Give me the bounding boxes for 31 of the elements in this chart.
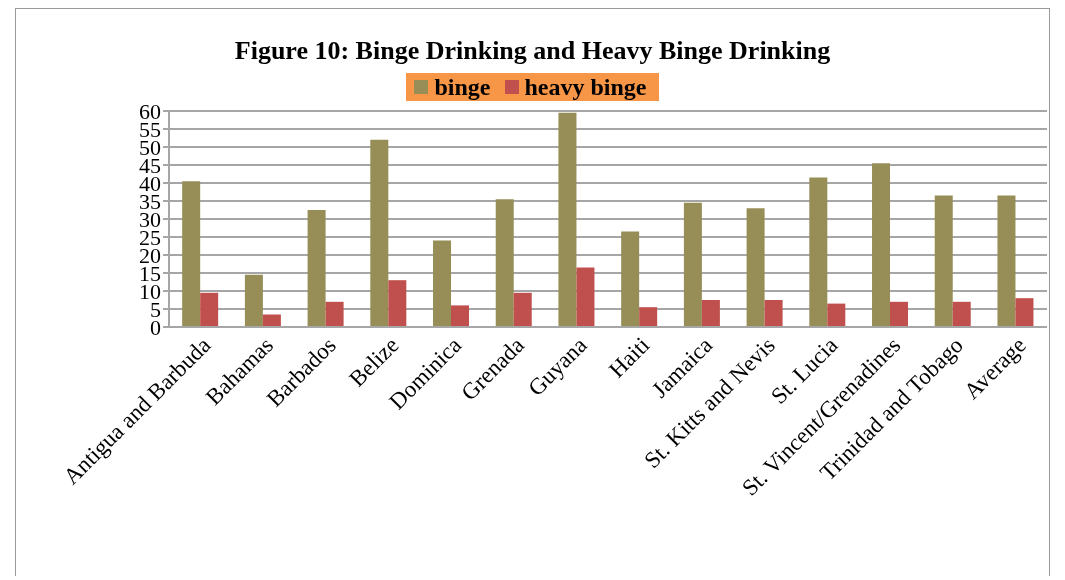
bar bbox=[244, 274, 263, 327]
bar bbox=[558, 112, 577, 327]
bar bbox=[890, 301, 909, 327]
bar bbox=[262, 314, 281, 327]
bar bbox=[325, 301, 344, 327]
legend-label: binge bbox=[434, 73, 491, 101]
bar bbox=[872, 163, 891, 327]
bar bbox=[182, 181, 201, 327]
bar bbox=[433, 240, 452, 327]
bar bbox=[746, 208, 765, 327]
bar bbox=[952, 301, 971, 327]
legend-label: heavy binge bbox=[524, 73, 647, 101]
bar bbox=[388, 280, 407, 327]
bar bbox=[639, 307, 658, 327]
bar bbox=[451, 305, 470, 327]
bar bbox=[764, 300, 783, 327]
bar bbox=[370, 139, 389, 327]
bar bbox=[621, 231, 640, 327]
bar bbox=[1015, 298, 1034, 327]
bar bbox=[200, 292, 219, 327]
chart-title: Figure 10: Binge Drinking and Heavy Binge Drinking bbox=[233, 35, 832, 66]
bar bbox=[701, 300, 720, 327]
bar bbox=[997, 195, 1016, 327]
bar bbox=[809, 177, 828, 327]
bar bbox=[576, 267, 595, 327]
bar bbox=[513, 292, 532, 327]
bar bbox=[495, 199, 514, 327]
bar bbox=[683, 202, 702, 327]
bar bbox=[307, 210, 326, 327]
bar bbox=[827, 303, 846, 327]
bar bbox=[934, 195, 953, 327]
